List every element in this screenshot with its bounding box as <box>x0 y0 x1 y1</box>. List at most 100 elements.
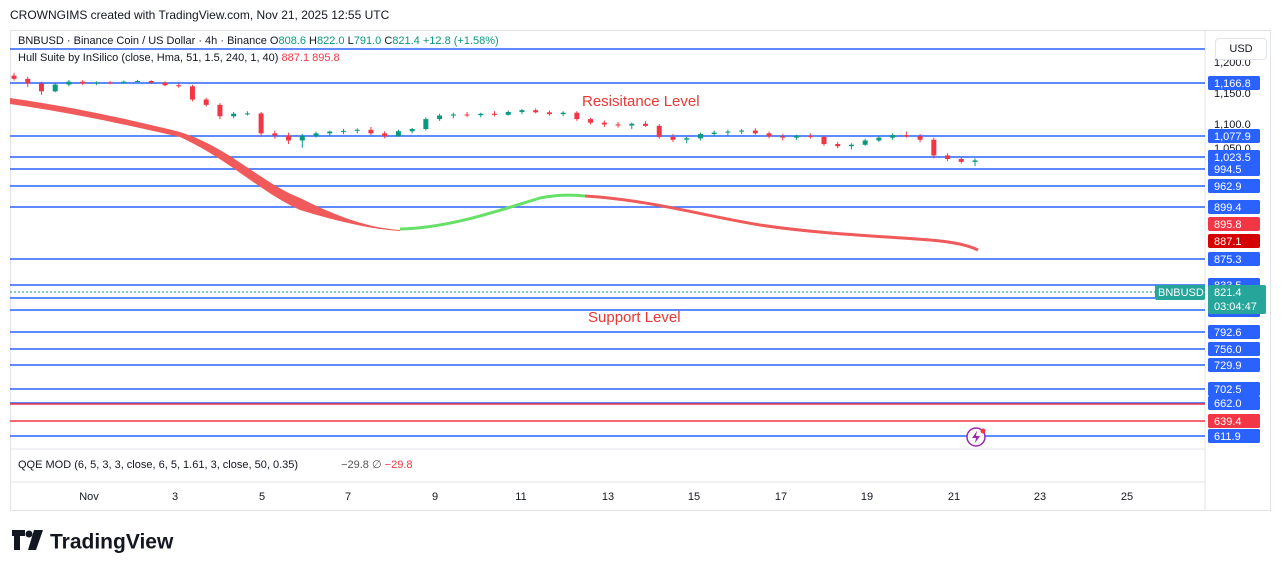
hull-band-bearish-2 <box>584 194 979 252</box>
candle-body <box>725 131 731 133</box>
candle-body <box>231 113 237 117</box>
level-price-tag <box>1208 252 1260 266</box>
symbol-tag-label: BNBUSD <box>1158 287 1204 299</box>
candle-body <box>148 80 154 83</box>
last-price-label: 821.4 <box>1214 287 1242 299</box>
candle-body <box>217 104 223 117</box>
candle-body <box>643 123 649 126</box>
level-price-tag <box>1208 342 1260 356</box>
low-label: L <box>347 35 354 47</box>
level-price-label: 611.9 <box>1214 431 1241 443</box>
candle-body <box>629 123 635 126</box>
indicator-value-2: 895.8 <box>312 52 340 64</box>
candle-body <box>176 85 182 87</box>
x-tick-label: Nov <box>79 491 99 503</box>
currency-button[interactable]: USD <box>1215 38 1267 60</box>
x-tick-label: 7 <box>345 491 351 503</box>
candle-body <box>368 129 374 134</box>
candle-body <box>505 111 511 115</box>
candle-body <box>258 113 264 134</box>
qqe-legend[interactable]: QQE MOD (6, 5, 3, 3, close, 6, 5, 1.61, … <box>18 458 413 471</box>
candle-body <box>752 130 758 134</box>
open-label: O <box>269 35 279 47</box>
candle-body <box>958 159 964 162</box>
indicator-title: Hull Suite by InSilico (close, Hma, 51, … <box>18 52 279 64</box>
candle-body <box>492 113 497 115</box>
symbol-tag <box>1155 285 1205 300</box>
candle-body <box>286 135 292 141</box>
candle-body <box>588 119 594 123</box>
x-tick-label: 5 <box>259 491 265 503</box>
candle-body <box>395 131 401 137</box>
candle-body <box>670 136 676 140</box>
hull-value-tag <box>1208 234 1260 248</box>
level-price-tag <box>1208 358 1260 372</box>
candle-body <box>931 139 937 156</box>
level-price-label: 792.6 <box>1214 327 1242 339</box>
level-price-tag <box>1208 429 1260 443</box>
tradingview-logo[interactable]: TradingView <box>12 530 173 556</box>
indicator-legend[interactable]: Hull Suite by InSilico (close, Hma, 51, … <box>18 52 340 64</box>
candle-body <box>794 135 800 138</box>
candle-body <box>80 81 86 84</box>
level-price-label: 662.0 <box>1214 398 1242 410</box>
candle-body <box>162 82 168 86</box>
level-price-tag <box>1208 414 1260 428</box>
close-label: C <box>384 35 393 47</box>
candle-body <box>807 135 813 137</box>
change-value: +12.8 (+1.58%) <box>422 35 499 47</box>
x-tick-label: 13 <box>602 491 614 503</box>
candle-body <box>711 132 717 135</box>
candle-body <box>66 81 72 85</box>
candle-body <box>903 135 909 137</box>
level-price-tag <box>1208 396 1260 410</box>
attribution: CROWNGIMS created with TradingView.com, … <box>10 8 390 22</box>
candle-body <box>478 113 484 116</box>
candle-body <box>684 138 690 140</box>
resistance-annotation: Resisitance Level <box>582 93 700 110</box>
candle-body <box>917 136 923 140</box>
open-value: 808.6 <box>278 35 306 47</box>
qqe-symbol: ∅ <box>372 459 382 471</box>
level-price-label: 899.4 <box>1214 202 1242 214</box>
hull-band-bullish <box>399 193 586 231</box>
level-price-tag <box>1208 179 1260 193</box>
candle-body <box>533 110 539 113</box>
candle-body <box>601 122 607 125</box>
candle-body <box>464 114 470 116</box>
high-value: 822.0 <box>317 35 345 47</box>
x-tick-label: 19 <box>861 491 873 503</box>
x-tick-label: 21 <box>948 491 960 503</box>
level-price-tag <box>1208 325 1260 339</box>
candle-body <box>327 131 333 134</box>
candle-body <box>876 137 882 141</box>
candle-body <box>848 144 854 147</box>
candle-body <box>354 129 360 131</box>
chart-frame <box>10 30 1271 511</box>
level-price-label: 1,166.8 <box>1214 78 1251 90</box>
level-price-label: 729.9 <box>1214 360 1242 372</box>
level-price-tag <box>1208 200 1260 214</box>
symbol-legend[interactable]: BNBUSD · Binance Coin / US Dollar · 4h ·… <box>18 35 499 47</box>
indicator-value-1: 887.1 <box>281 52 310 64</box>
candle-body <box>93 82 99 84</box>
level-price-label: 756.0 <box>1214 344 1242 356</box>
tradingview-brand: TradingView <box>50 530 174 554</box>
level-price-tag <box>1208 382 1260 396</box>
candle-body <box>313 133 319 137</box>
candle-body <box>656 125 662 137</box>
tradingview-logo-icon <box>12 530 44 556</box>
candle-body <box>890 135 896 138</box>
candle-body <box>835 144 841 147</box>
hull-value-tag <box>1208 217 1260 231</box>
candle-body <box>945 155 951 160</box>
low-value: 791.0 <box>353 35 382 47</box>
candle-body <box>972 160 978 162</box>
candle-body <box>739 130 745 132</box>
x-tick-label: 17 <box>775 491 787 503</box>
candle-body <box>203 99 209 105</box>
y-tick-label: 1,200.0 <box>1214 57 1251 69</box>
candle-body <box>382 133 388 137</box>
candle-body <box>519 110 525 112</box>
